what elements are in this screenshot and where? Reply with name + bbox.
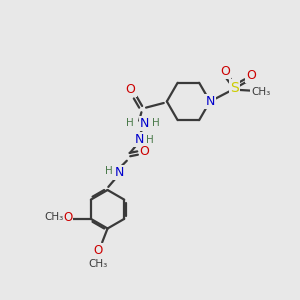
Text: CH₃: CH₃ (89, 259, 108, 269)
Text: O: O (140, 145, 149, 158)
Text: H: H (105, 166, 113, 176)
Text: S: S (230, 81, 239, 94)
Text: N: N (205, 95, 214, 108)
Text: O: O (220, 65, 230, 78)
Text: CH₃: CH₃ (251, 87, 270, 97)
Text: H: H (152, 118, 160, 128)
Text: O: O (246, 69, 256, 82)
Text: O: O (94, 244, 103, 257)
Text: H: H (146, 135, 154, 145)
Text: O: O (63, 211, 72, 224)
Text: N: N (134, 134, 144, 146)
Text: CH₃: CH₃ (44, 212, 64, 222)
Text: H: H (126, 118, 134, 128)
Text: N: N (114, 166, 124, 179)
Text: O: O (126, 83, 136, 96)
Text: N: N (140, 116, 149, 130)
